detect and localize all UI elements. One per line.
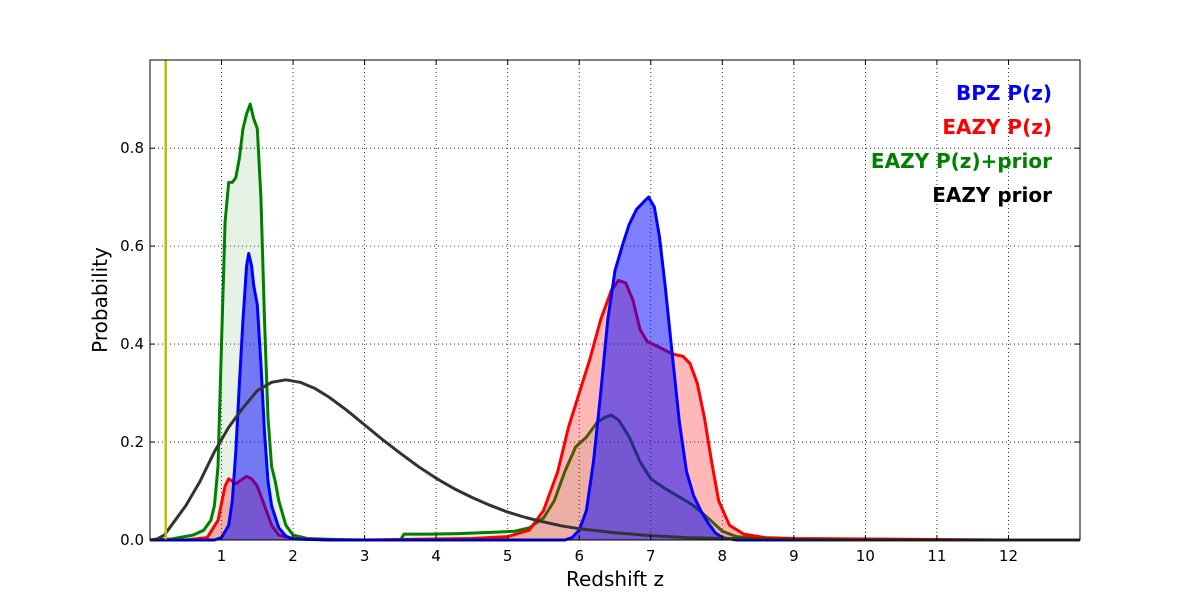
x-tick-label-7: 8 — [718, 547, 728, 565]
x-tick-label-5: 6 — [574, 547, 584, 565]
x-tick-label-3: 4 — [431, 547, 441, 565]
y-tick-label-2: 0.4 — [120, 335, 144, 353]
legend-entry-1: EAZY P(z) — [942, 115, 1052, 139]
x-axis-label: Redshift z — [566, 567, 664, 591]
x-tick-label-8: 9 — [789, 547, 799, 565]
y-tick-label-1: 0.2 — [120, 433, 144, 451]
y-axis-label: Probability — [88, 247, 112, 353]
plot-frame — [149, 59, 1081, 541]
legend-entry-0: BPZ P(z) — [956, 81, 1052, 105]
series-layer — [149, 102, 1080, 542]
series-fill-bpz-p-z — [150, 197, 1080, 540]
legend-entry-3: EAZY prior — [932, 183, 1052, 207]
y-tick-label-4: 0.8 — [120, 139, 144, 157]
axis-ticks: 1 2 3 4 5 6 7 8 9 10 11 120.00.20.40.60.8 — [120, 60, 1080, 565]
x-tick-label-1: 2 — [288, 547, 298, 565]
x-tick-label-9: 10 — [856, 547, 875, 565]
y-tick-label-3: 0.6 — [120, 237, 144, 255]
y-tick-label-0: 0.0 — [120, 531, 144, 549]
x-tick-label-4: 5 — [503, 547, 513, 565]
x-tick-label-2: 3 — [360, 547, 370, 565]
x-tick-label-10: 11 — [927, 547, 946, 565]
legend: BPZ P(z) EAZY P(z) EAZY P(z)+prior EAZY pri… — [871, 81, 1052, 207]
x-tick-label-11: 12 — [999, 547, 1018, 565]
x-tick-label-0: 1 — [217, 547, 227, 565]
x-tick-label-6: 7 — [646, 547, 656, 565]
series-line-eazy-prior — [149, 378, 1080, 542]
legend-entry-2: EAZY P(z)+prior — [871, 149, 1052, 173]
